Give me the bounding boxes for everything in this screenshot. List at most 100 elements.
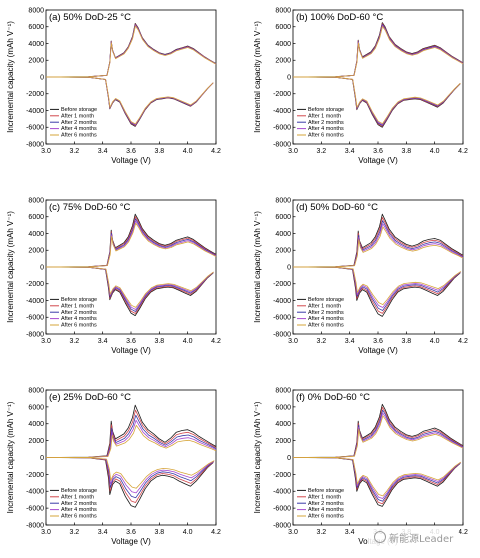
y-tick-label: 2000 bbox=[275, 438, 291, 445]
x-axis-label: Voltage (V) bbox=[111, 346, 151, 355]
series-line-charge bbox=[45, 23, 217, 78]
y-tick-label: -4000 bbox=[26, 108, 44, 115]
x-tick-label: 3.6 bbox=[126, 148, 136, 155]
x-tick-label: 4.2 bbox=[458, 148, 468, 155]
x-tick-label: 3.0 bbox=[288, 148, 298, 155]
legend-entry: After 2 months bbox=[308, 310, 344, 316]
series-line-discharge bbox=[292, 266, 461, 308]
series-line-discharge bbox=[292, 457, 461, 507]
x-tick-label: 3.8 bbox=[154, 338, 164, 345]
legend-entry: After 1 month bbox=[308, 113, 341, 119]
series-line-discharge bbox=[45, 266, 214, 310]
y-tick-label: 8000 bbox=[275, 7, 291, 14]
legend-entry: After 1 month bbox=[308, 303, 341, 309]
y-tick-label: -2000 bbox=[273, 472, 291, 479]
x-tick-label: 4.0 bbox=[430, 148, 440, 155]
series-line-charge bbox=[292, 22, 464, 78]
y-tick-label: 2000 bbox=[275, 248, 291, 255]
y-tick-label: 6000 bbox=[275, 24, 291, 31]
x-tick-label: 4.2 bbox=[211, 148, 221, 155]
y-tick-label: -4000 bbox=[273, 489, 291, 496]
y-tick-label: -8000 bbox=[26, 522, 44, 529]
y-tick-label: -2000 bbox=[26, 281, 44, 288]
y-tick-label: -4000 bbox=[273, 298, 291, 305]
legend-entry: After 1 month bbox=[61, 494, 94, 500]
x-tick-label: 3.4 bbox=[98, 529, 108, 536]
x-tick-label: 4.2 bbox=[458, 338, 468, 345]
y-tick-label: 4000 bbox=[28, 41, 44, 48]
y-tick-label: 4000 bbox=[28, 231, 44, 238]
x-tick-label: 3.6 bbox=[126, 338, 136, 345]
x-axis-label: Voltage (V) bbox=[358, 346, 398, 355]
series-line-charge bbox=[45, 22, 217, 78]
legend-entry: After 4 months bbox=[308, 126, 344, 132]
series-line-discharge bbox=[292, 457, 461, 505]
legend-entry: Before storage bbox=[61, 107, 97, 113]
y-axis-label: Incremental capacity (mAh V⁻¹) bbox=[253, 21, 262, 133]
y-tick-label: -8000 bbox=[273, 141, 291, 148]
x-tick-label: 3.0 bbox=[41, 529, 51, 536]
chart-panel: -8000 -6000 -4000 -2000 0 2000 4000 6000 8000 3.0… bbox=[253, 197, 468, 355]
chart-panel: -8000 -6000 -4000 -2000 0 2000 4000 6000 8000 3.0… bbox=[6, 7, 221, 165]
y-tick-label: -8000 bbox=[26, 331, 44, 338]
chart-panel: -8000 -6000 -4000 -2000 0 2000 4000 6000 8000 3.0… bbox=[6, 197, 221, 355]
series-line-charge bbox=[45, 414, 217, 458]
watermark: 新能源Leader bbox=[368, 528, 460, 547]
x-tick-label: 3.8 bbox=[401, 148, 411, 155]
x-axis-label: Voltage (V) bbox=[111, 537, 151, 546]
series-line-discharge bbox=[292, 266, 461, 311]
y-tick-label: 8000 bbox=[275, 387, 291, 394]
series-line-charge bbox=[292, 25, 464, 78]
series-line-discharge bbox=[45, 457, 214, 508]
legend-entry: Before storage bbox=[308, 297, 344, 303]
y-tick-label: 0 bbox=[40, 455, 44, 462]
x-tick-label: 3.8 bbox=[154, 148, 164, 155]
series-line-discharge bbox=[45, 457, 214, 503]
y-tick-label: 6000 bbox=[28, 404, 44, 411]
y-tick-label: -2000 bbox=[273, 281, 291, 288]
legend-entry: After 6 months bbox=[308, 133, 344, 139]
series-line-charge bbox=[45, 424, 217, 458]
series-line-charge bbox=[292, 24, 464, 78]
legend-entry: After 1 month bbox=[308, 494, 341, 500]
series-line-charge bbox=[45, 409, 217, 458]
x-tick-label: 3.2 bbox=[69, 148, 79, 155]
series-line-discharge bbox=[292, 457, 461, 499]
x-tick-label: 4.2 bbox=[458, 529, 468, 536]
series-line-charge bbox=[45, 24, 217, 78]
y-tick-label: 4000 bbox=[275, 421, 291, 428]
y-tick-label: 4000 bbox=[275, 41, 291, 48]
series-line-charge bbox=[45, 220, 217, 268]
y-tick-label: -6000 bbox=[26, 125, 44, 132]
x-tick-label: 3.8 bbox=[154, 529, 164, 536]
x-tick-label: 3.4 bbox=[98, 148, 108, 155]
x-tick-label: 3.4 bbox=[345, 338, 355, 345]
series-line-discharge bbox=[45, 457, 215, 494]
series-line-discharge bbox=[292, 76, 461, 124]
y-tick-label: -4000 bbox=[26, 298, 44, 305]
watermark-text: 新能源Leader bbox=[389, 534, 454, 545]
y-tick-label: -4000 bbox=[273, 108, 291, 115]
chart-panel: -8000 -6000 -4000 -2000 0 2000 4000 6000 8000 3.0… bbox=[253, 387, 468, 546]
panel-title: (c) 75% DoD-60 °C bbox=[49, 202, 131, 213]
series-line-discharge bbox=[45, 266, 214, 314]
legend-entry: Before storage bbox=[61, 297, 97, 303]
legend-entry: After 1 month bbox=[61, 303, 94, 309]
x-tick-label: 3.8 bbox=[401, 338, 411, 345]
y-tick-label: -8000 bbox=[273, 331, 291, 338]
legend-entry: After 2 months bbox=[61, 501, 97, 507]
series-line-charge bbox=[45, 404, 217, 458]
x-tick-label: 4.0 bbox=[183, 148, 193, 155]
x-tick-label: 4.0 bbox=[183, 529, 193, 536]
x-tick-label: 3.2 bbox=[316, 338, 326, 345]
chart-panel: -8000 -6000 -4000 -2000 0 2000 4000 6000 8000 3.0… bbox=[6, 387, 221, 546]
series-line-discharge bbox=[292, 266, 461, 317]
x-tick-label: 3.2 bbox=[69, 338, 79, 345]
x-tick-label: 3.4 bbox=[345, 529, 355, 536]
y-tick-label: 0 bbox=[40, 264, 44, 271]
y-tick-label: -2000 bbox=[273, 91, 291, 98]
legend-entry: After 6 months bbox=[308, 514, 344, 520]
panel-title: (e) 25% DoD-60 °C bbox=[49, 392, 131, 403]
legend-entry: After 4 months bbox=[61, 316, 97, 322]
series-line-discharge bbox=[45, 457, 214, 499]
